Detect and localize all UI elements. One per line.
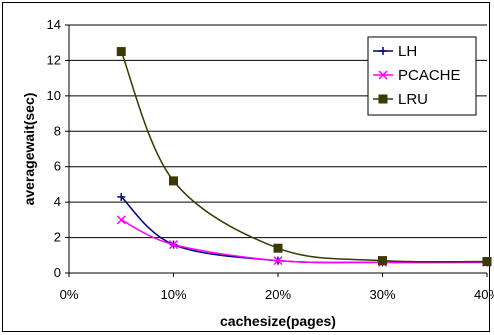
legend-label: PCACHE — [398, 67, 461, 84]
y-tick-label: 4 — [54, 194, 61, 209]
data-point — [116, 47, 126, 57]
y-tick-label: 2 — [54, 230, 61, 245]
x-tick-label: 10% — [160, 287, 186, 302]
series-lru — [116, 47, 492, 266]
legend-item: PCACHE — [373, 67, 461, 84]
data-point — [117, 192, 126, 201]
x-tick-label: 40% — [474, 287, 494, 302]
y-tick-label: 14 — [47, 17, 61, 32]
legend: LH PCACHE LRU — [367, 36, 477, 116]
x-axis-title: cachesize(pages) — [220, 313, 336, 329]
legend-label: LRU — [398, 91, 428, 108]
y-tick-label: 12 — [47, 52, 61, 67]
legend-item: LH — [373, 43, 417, 60]
data-point — [116, 215, 126, 225]
x-tick-label: 0% — [60, 287, 79, 302]
tick-labels: 0 2 4 6 8 10 12 14 0% 10% 20% 30% 40% — [47, 17, 494, 302]
legend-marker — [379, 47, 387, 55]
y-tick-label: 10 — [47, 88, 61, 103]
series-line — [120, 219, 488, 264]
series-line — [120, 196, 488, 264]
legend-label: LH — [398, 43, 417, 60]
series — [116, 47, 492, 267]
y-tick-label: 0 — [54, 265, 61, 280]
data-point — [169, 176, 178, 186]
data-point — [273, 243, 283, 253]
data-point — [378, 256, 387, 266]
y-tick-label: 8 — [54, 123, 61, 138]
x-tick-label: 30% — [369, 287, 395, 302]
legend-item: LRU — [373, 91, 428, 108]
data-point — [482, 256, 492, 266]
y-tick-label: 6 — [54, 159, 61, 174]
legend-marker — [378, 70, 388, 80]
y-axis-title: averagewait(sec) — [21, 93, 37, 206]
data-point — [273, 256, 283, 266]
legend-marker — [378, 94, 388, 104]
x-tick-label: 20% — [265, 287, 291, 302]
data-point — [168, 240, 179, 250]
